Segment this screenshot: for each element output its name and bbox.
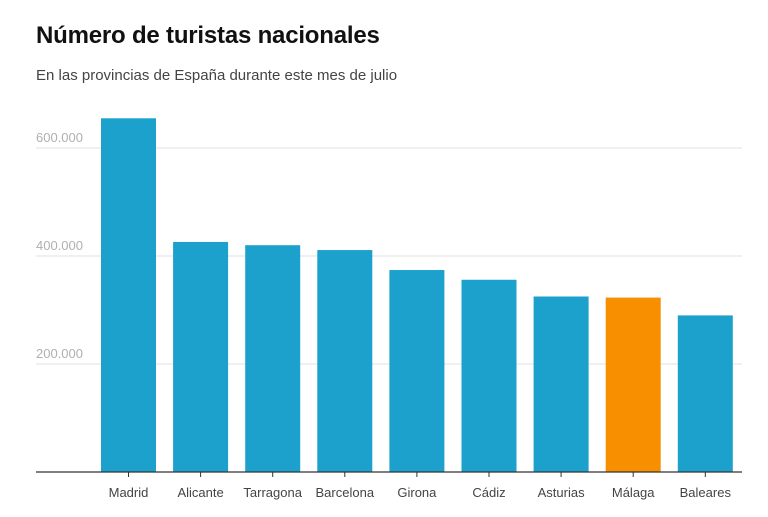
- x-axis: Madrid Alicante Tarragona Barcelona Girona Cá…: [36, 471, 742, 500]
- y-tick-label: 200.000: [36, 346, 83, 361]
- bars: [101, 118, 733, 473]
- x-tick-label: Asturias: [538, 485, 585, 500]
- bar-barcelona: [317, 250, 373, 472]
- bar-madrid: [101, 118, 156, 473]
- x-tick-label: Girona: [397, 485, 437, 500]
- bar-baleares: [677, 315, 733, 472]
- bar-alicante: [173, 241, 229, 472]
- chart-title: Número de turistas nacionales: [36, 22, 380, 49]
- chart-subtitle: En las provincias de España durante este…: [36, 67, 398, 84]
- bar-asturias: [533, 296, 589, 472]
- bar-girona: [389, 270, 445, 472]
- bar-tarragona: [245, 245, 301, 472]
- bar-cádiz: [461, 279, 517, 472]
- x-tick-label: Málaga: [612, 485, 655, 500]
- x-tick-label: Tarragona: [243, 485, 302, 500]
- x-tick-label: Baleares: [680, 485, 732, 500]
- x-tick-label: Madrid: [109, 485, 149, 500]
- bar-málaga: [605, 297, 661, 472]
- x-tick-label: Cádiz: [472, 485, 505, 500]
- y-tick-label: 600.000: [36, 130, 83, 145]
- x-tick-label: Alicante: [177, 485, 223, 500]
- x-tick-label: Barcelona: [316, 485, 375, 500]
- y-tick-label: 400.000: [36, 238, 83, 253]
